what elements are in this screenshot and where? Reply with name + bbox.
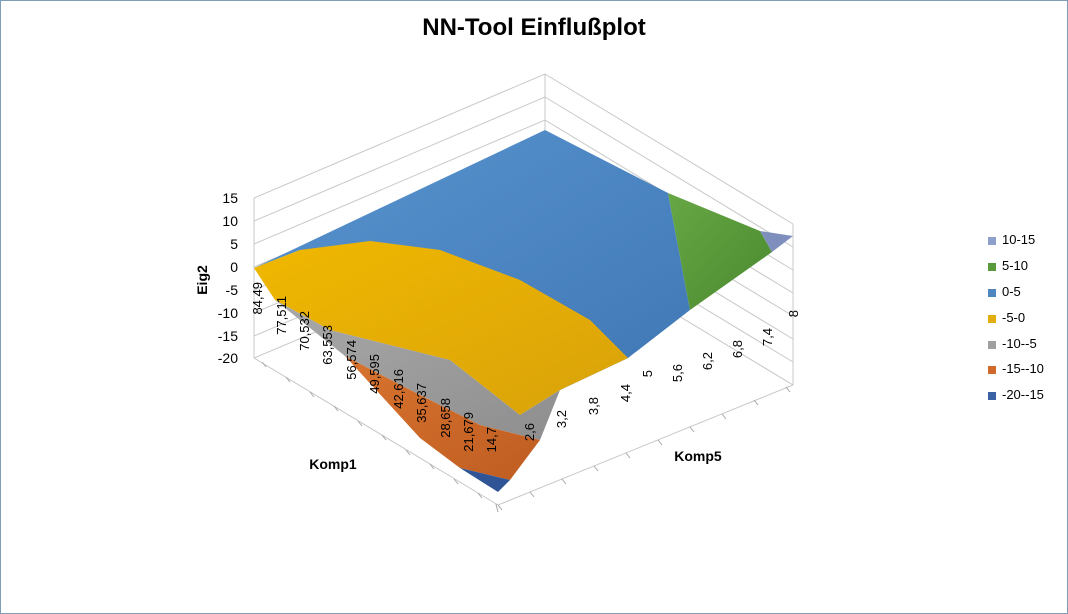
y-tick-label: 6,2 xyxy=(700,352,715,370)
floor-edge-front-left xyxy=(253,357,499,506)
legend-swatch xyxy=(988,392,996,401)
legend-label: -20--15 xyxy=(1002,387,1044,403)
eig2-axis-title: Eig2 xyxy=(194,265,210,295)
surface xyxy=(254,130,793,492)
legend-label: -15--10 xyxy=(1002,361,1044,377)
y-tick-label: 5,6 xyxy=(670,364,685,382)
y-tick-label: 2,6 xyxy=(522,423,537,441)
surface-band-m5-0 xyxy=(254,241,628,415)
y-tick-label: 4,4 xyxy=(618,384,633,402)
komp1-tick-labels: 84,49 77,511 70,532 63,553 56,574 49,595… xyxy=(250,282,499,452)
y-tick-label: 3,8 xyxy=(586,397,601,415)
x-tick-label: 77,511 xyxy=(274,296,289,335)
chart-title: NN-Tool Einflußplot xyxy=(422,14,646,41)
legend-label: 10-15 xyxy=(1002,232,1036,247)
y-tick-label: 7,4 xyxy=(760,328,775,346)
z-tick-label: 0 xyxy=(230,259,238,275)
z-tick-label: 15 xyxy=(222,190,238,206)
floor-edge-front-right xyxy=(497,384,794,506)
legend-swatch xyxy=(988,288,996,297)
komp5-axis xyxy=(497,386,791,511)
legend-swatch xyxy=(988,366,996,375)
legend-swatch xyxy=(988,314,996,323)
x-tick-label: 21,679 xyxy=(461,412,476,452)
surface-band-m10-m5 xyxy=(275,300,560,440)
x-tick-label: 70,532 xyxy=(297,311,312,351)
legend-label: -10--5 xyxy=(1002,335,1037,351)
komp5-axis-title: Komp5 xyxy=(674,448,722,464)
surface-band-m15-m10 xyxy=(345,356,540,480)
z-tick-label: 5 xyxy=(230,236,238,252)
eig2-tick-labels: 15 10 5 0 -5 -10 -15 -20 xyxy=(218,190,238,366)
legend-swatch xyxy=(988,237,996,245)
x-tick-label: 28,658 xyxy=(438,398,453,438)
legend-label: 5-10 xyxy=(1002,257,1029,273)
legend-label: 0-5 xyxy=(1002,283,1021,299)
z-tick-label: -20 xyxy=(218,350,238,366)
komp5-tick-labels: 2,6 3,2 3,8 4,4 5 5,6 6,2 6,8 7,4 8 xyxy=(522,310,801,441)
surface-band-10-15 xyxy=(760,231,793,252)
komp1-axis xyxy=(261,361,499,513)
x-tick-label: 35,637 xyxy=(414,383,429,423)
surface-band-m20-m15 xyxy=(460,468,510,492)
floor xyxy=(253,357,794,506)
y-tick-label: 8 xyxy=(786,310,801,317)
z-tick-label: 10 xyxy=(222,213,238,229)
y-tick-label: 6,8 xyxy=(730,340,745,358)
legend-label: -5-0 xyxy=(1002,309,1026,325)
x-tick-label: 49,595 xyxy=(367,354,382,394)
z-tick-label: -10 xyxy=(218,305,238,321)
legend-swatch xyxy=(988,262,996,271)
x-tick-label: 14,7 xyxy=(484,427,499,452)
x-tick-label: 56,574 xyxy=(344,340,359,380)
legend-swatch xyxy=(988,340,996,349)
komp1-axis-title: Komp1 xyxy=(309,456,357,472)
y-tick-label: 5 xyxy=(640,370,655,377)
x-tick-label: 63,553 xyxy=(320,325,335,365)
z-tick-label: -15 xyxy=(218,328,238,344)
z-tick-label: -5 xyxy=(226,282,239,298)
y-tick-label: 3,2 xyxy=(554,410,569,428)
x-tick-label: 42,616 xyxy=(391,369,406,409)
x-tick-label: 84,49 xyxy=(250,282,265,315)
surface-band-5-10 xyxy=(668,193,772,310)
